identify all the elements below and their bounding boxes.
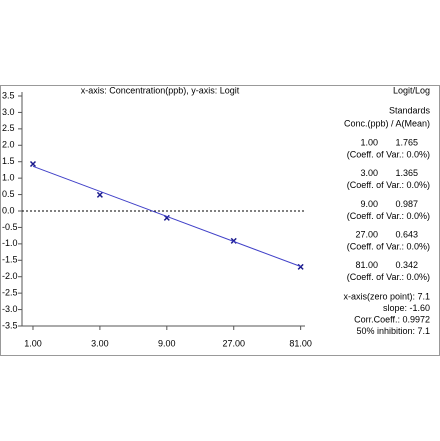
standard-cv: (Coeff. of Var.: 0.0%) (347, 149, 430, 159)
y-tick-label: -0.5 (2, 222, 18, 232)
panel-heading: Standards (389, 105, 431, 115)
stat: x-axis(zero point): 7.1 (343, 291, 430, 301)
chart-title: x-axis: Concentration(ppb), y-axis: Logi… (81, 85, 240, 95)
y-tick-label: 1.0 (2, 173, 15, 183)
y-tick-label: 0.5 (2, 189, 15, 199)
y-tick-label: 3.0 (2, 107, 15, 117)
standard-cv: (Coeff. of Var.: 0.0%) (347, 241, 430, 251)
y-tick-label: 1.5 (2, 156, 15, 166)
y-tick-label: -2.5 (2, 288, 18, 298)
y-tick-label: -3.5 (2, 320, 18, 330)
point (297, 263, 304, 270)
x-tick-label: 27.00 (222, 338, 245, 348)
y-tick-label: -3.0 (2, 304, 18, 314)
panel-heading: Conc.(ppb) / A(Mean) (344, 118, 430, 128)
standard-cv: (Coeff. of Var.: 0.0%) (347, 211, 430, 221)
x-tick-label: 3.00 (91, 338, 109, 348)
standard-mean: 0.342 (395, 260, 418, 270)
standard-mean: 1.765 (395, 137, 418, 147)
standard-cv: (Coeff. of Var.: 0.0%) (347, 272, 430, 282)
y-tick-label: 2.5 (2, 123, 15, 133)
stat: Corr.Coeff.: 0.9972 (354, 314, 430, 324)
y-tick-label: 0.0 (2, 205, 15, 215)
y-tick-label: 2.0 (2, 140, 15, 150)
panel-title: Logit/Log (393, 85, 430, 95)
standard-mean: 0.987 (395, 199, 418, 209)
standard-mean: 0.643 (395, 229, 418, 239)
standard-mean: 1.365 (395, 168, 418, 178)
fit-line (32, 165, 301, 267)
standard-cv: (Coeff. of Var.: 0.0%) (347, 180, 430, 190)
y-tick-label: -2.0 (2, 271, 18, 281)
standard-conc: 3.00 (360, 168, 378, 178)
y-tick-label: -1.5 (2, 255, 18, 265)
standard-conc: 1.00 (360, 137, 378, 147)
y-tick-label: 3.5 (2, 90, 15, 100)
stat: slope: -1.60 (383, 303, 430, 313)
y-tick-label: -1.0 (2, 238, 18, 248)
point (96, 191, 103, 198)
standard-conc: 81.00 (355, 260, 378, 270)
standard-conc: 27.00 (355, 229, 378, 239)
standard-conc: 9.00 (360, 199, 378, 209)
x-tick-label: 1.00 (24, 338, 42, 348)
point (29, 160, 37, 168)
x-tick-label: 9.00 (158, 338, 176, 348)
x-tick-label: 81.00 (289, 338, 312, 348)
stat: 50% inhibition: 7.1 (356, 326, 430, 336)
